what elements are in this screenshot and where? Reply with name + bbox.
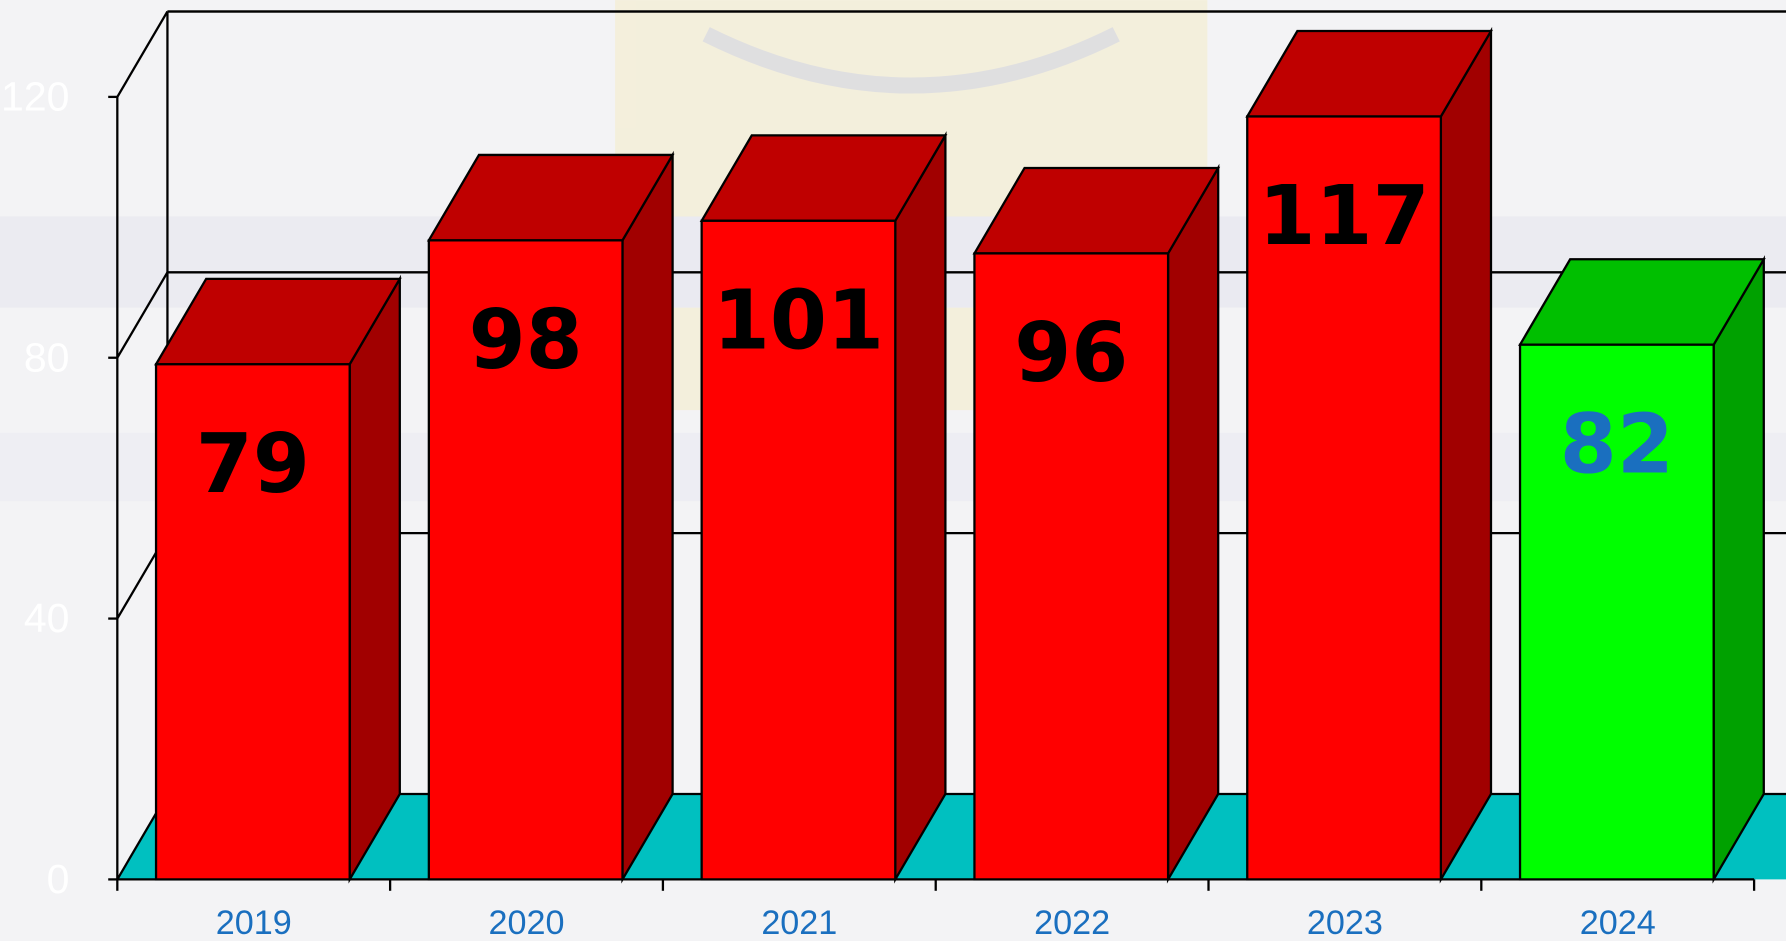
bar <box>973 252 1170 881</box>
bar <box>154 363 351 881</box>
x-tick-label: 2021 <box>761 904 837 941</box>
bar <box>1518 343 1715 881</box>
bar <box>700 219 897 881</box>
x-tick-label: 2019 <box>216 904 292 941</box>
y-tick-label: 80 <box>24 334 70 380</box>
bar-side <box>894 131 947 884</box>
value-label: 79 <box>196 417 310 512</box>
grid-line-side <box>116 271 169 359</box>
bar-side <box>1439 26 1493 884</box>
x-tick-label: 2023 <box>1307 904 1383 941</box>
bar-side <box>1712 255 1765 884</box>
x-tick-label: 2024 <box>1580 904 1656 941</box>
bar-side <box>1166 163 1220 884</box>
x-tick-label: 2022 <box>1034 904 1110 941</box>
bar-side <box>348 274 401 884</box>
value-label: 82 <box>1560 397 1674 492</box>
value-label: 98 <box>469 293 583 388</box>
bar <box>1246 115 1443 881</box>
y-tick-label: 120 <box>1 74 69 120</box>
value-label: 96 <box>1014 306 1128 401</box>
grid-line-side <box>116 10 169 98</box>
x-tick-label: 2020 <box>489 904 565 941</box>
value-label: 117 <box>1258 169 1429 264</box>
y-tick-label: 40 <box>24 595 70 641</box>
y-tick-label: 0 <box>47 856 70 902</box>
bar <box>427 239 624 881</box>
value-label: 101 <box>713 273 884 368</box>
bar-side <box>621 150 674 884</box>
